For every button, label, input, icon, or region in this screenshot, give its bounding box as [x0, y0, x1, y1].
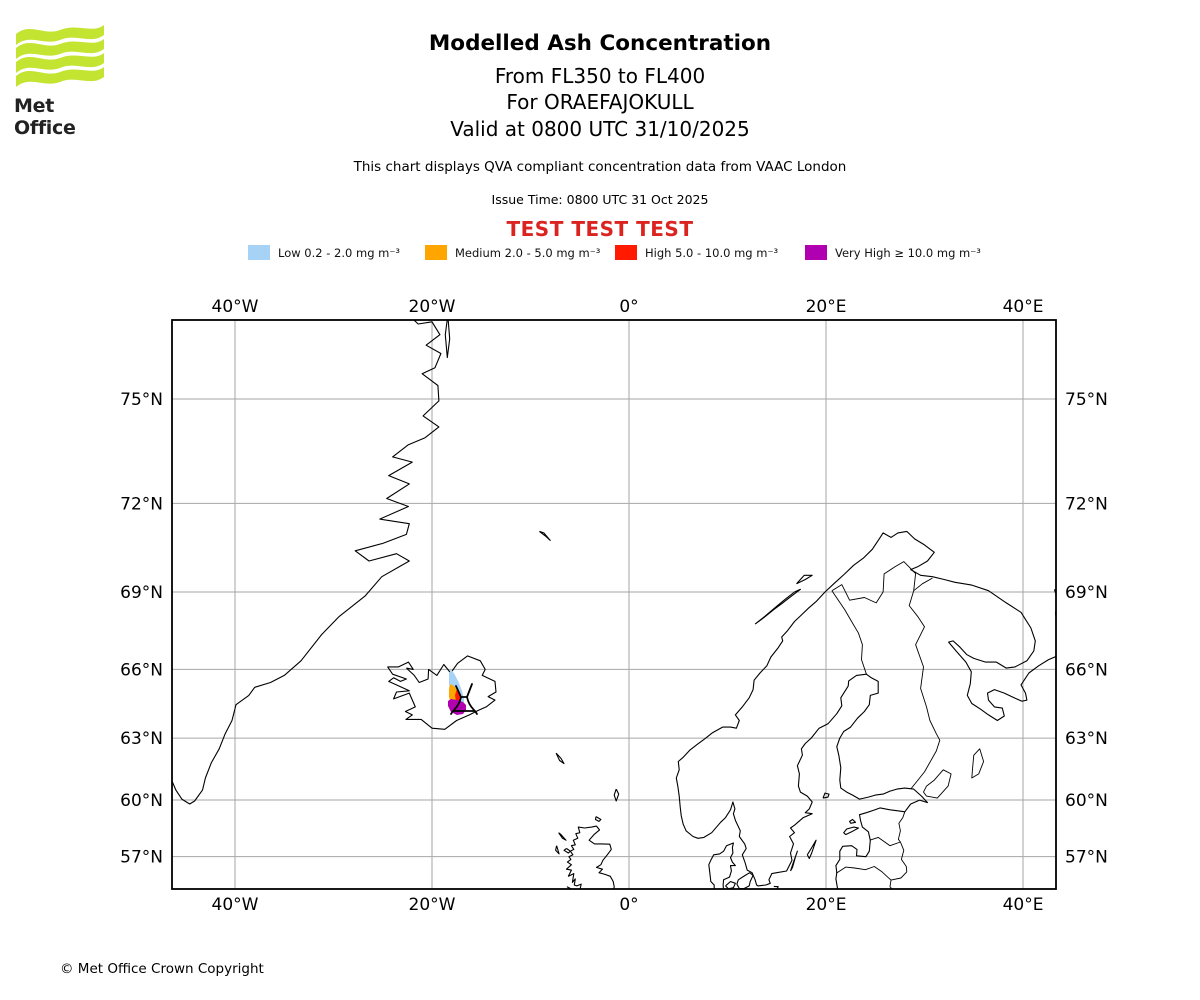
country-border-path: [908, 590, 941, 790]
coastline-path: [754, 588, 801, 625]
lat-tick-label-left: 69°N: [120, 583, 163, 603]
lon-tick-label-top: 40°W: [212, 297, 259, 317]
test-banner: TEST TEST TEST: [506, 217, 694, 241]
coastline-path: [444, 320, 451, 359]
coastline-path: [773, 885, 779, 889]
coastline-path: [613, 788, 620, 802]
lon-tick-label-bottom: 0°: [619, 895, 638, 915]
lat-tick-label-left: 60°N: [120, 791, 163, 811]
legend-label: Low 0.2 - 2.0 mg m⁻³: [278, 246, 401, 260]
lon-tick-label-top: 0°: [619, 297, 638, 317]
lake-path: [923, 769, 952, 799]
copyright-notice: © Met Office Crown Copyright: [60, 961, 264, 977]
lon-tick-label-bottom: 40°E: [1003, 895, 1044, 915]
coastline-path: [555, 845, 560, 855]
coastline-path: [675, 530, 1056, 889]
coastline-path: [822, 792, 830, 799]
coastline-path: [843, 826, 860, 836]
country-border-path: [869, 836, 901, 847]
coastline-path: [789, 850, 798, 872]
country-border-path: [899, 841, 908, 872]
page-title: Modelled Ash Concentration: [428, 31, 772, 56]
coastline-path: [725, 880, 736, 889]
met-office-logo-waves: [16, 25, 104, 87]
legend-label: High 5.0 - 10.0 mg m⁻³: [645, 246, 779, 260]
coastline-path: [708, 842, 736, 889]
coastline-path: [796, 574, 813, 585]
axis-labels: 40°W 40°W 20°W 20°W 0° 0° 20°E 20°E 40°E 40°E 75°N…: [120, 297, 1108, 915]
lat-tick-label-left: 72°N: [120, 494, 163, 514]
lat-tick-label-right: 75°N: [1065, 390, 1108, 410]
lat-tick-label-right: 72°N: [1065, 494, 1108, 514]
coastline-path: [558, 832, 567, 841]
country-border-path: [913, 577, 933, 592]
subtitle-qva-note: This chart displays QVA compliant concen…: [353, 159, 847, 175]
met-office-logo-text: Met Office: [14, 95, 76, 139]
ash-plume: [448, 669, 466, 715]
volcano-icon: [450, 683, 478, 715]
legend-swatch-high: [615, 245, 637, 260]
lon-tick-label-bottom: 20°W: [409, 895, 456, 915]
grid-lines: [172, 320, 1056, 889]
lon-tick-label-top: 40°E: [1003, 297, 1044, 317]
coastline-path: [594, 816, 602, 822]
lon-tick-label-top: 20°W: [409, 297, 456, 317]
country-border-path: [890, 871, 908, 881]
title-volcano-name: For ORAEFAJOKULL: [506, 90, 694, 114]
country-border-path: [889, 880, 893, 889]
coastline-path: [563, 848, 571, 854]
lon-tick-label-top: 20°E: [806, 297, 847, 317]
title-valid-time: Valid at 0800 UTC 31/10/2025: [450, 117, 750, 141]
lake-path: [971, 748, 985, 779]
coastline-path: [806, 839, 817, 860]
lat-tick-label-left: 57°N: [120, 848, 163, 868]
lat-tick-label-right: 63°N: [1065, 729, 1108, 749]
coastline-path: [736, 872, 754, 889]
lon-tick-label-bottom: 40°W: [212, 895, 259, 915]
title-flight-levels: From FL350 to FL400: [494, 64, 706, 88]
country-border-path: [831, 590, 867, 675]
lat-tick-label-left: 63°N: [120, 729, 163, 749]
lat-tick-label-left: 66°N: [120, 660, 163, 680]
legend-label: Medium 2.0 - 5.0 mg m⁻³: [455, 246, 601, 260]
issue-time: Issue Time: 0800 UTC 31 Oct 2025: [491, 192, 709, 207]
legend-swatch-very: [805, 245, 827, 260]
coastline-path: [172, 320, 442, 805]
map-frame: [171, 319, 1057, 890]
legend-label: Very High ≥ 10.0 mg m⁻³: [835, 246, 981, 260]
lat-tick-label-right: 66°N: [1065, 660, 1108, 680]
lon-tick-label-bottom: 20°E: [806, 895, 847, 915]
lat-tick-label-right: 57°N: [1065, 848, 1108, 868]
country-border-path: [831, 561, 917, 604]
coastline-path: [387, 655, 497, 730]
coastline-path: [565, 825, 615, 889]
coastlines-layer: [172, 320, 1056, 889]
lat-tick-label-right: 60°N: [1065, 791, 1108, 811]
lat-tick-label-right: 69°N: [1065, 583, 1108, 603]
country-border-path: [836, 866, 892, 881]
coastline-path: [555, 752, 565, 765]
coastline-path: [539, 530, 551, 541]
lat-tick-label-left: 75°N: [120, 390, 163, 410]
met-office-logo: Met Office: [14, 20, 106, 139]
country-border-path: [897, 811, 906, 843]
legend-swatch-low: [248, 245, 270, 260]
legend-swatch-medium: [425, 245, 447, 260]
coastline-path: [849, 818, 857, 824]
